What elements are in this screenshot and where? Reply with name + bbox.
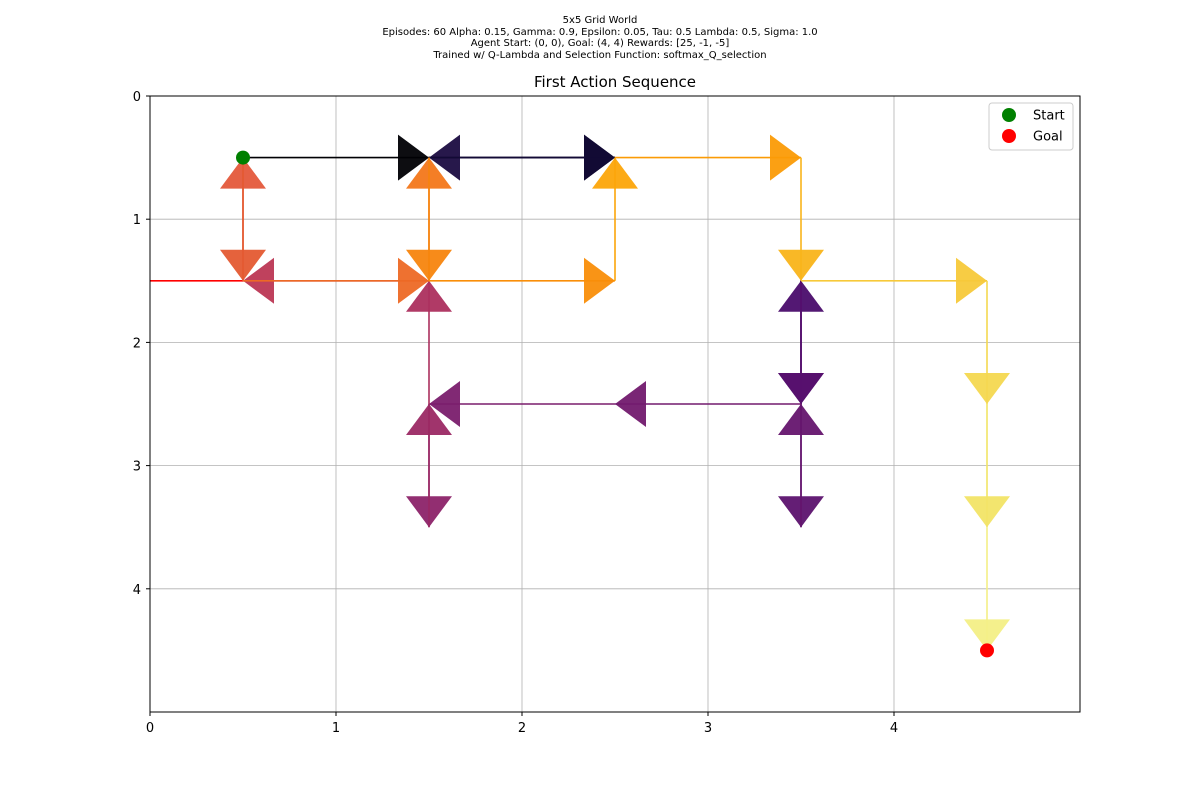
action-path xyxy=(57,134,1010,651)
y-tick-label: 2 xyxy=(133,336,141,351)
action-arrow xyxy=(398,134,429,181)
action-arrow xyxy=(964,373,1010,404)
endpoint-markers xyxy=(236,150,994,658)
action-arrow xyxy=(778,373,824,404)
legend-goal-marker xyxy=(1002,129,1016,143)
action-arrow xyxy=(778,404,824,435)
chart-title: First Action Sequence xyxy=(533,73,697,91)
suptitle-line-4: Trained w/ Q-Lambda and Selection Functi… xyxy=(433,49,767,61)
axis-ticks: 0 1 2 3 4 0 1 2 3 4 xyxy=(133,90,898,736)
legend: Start Goal xyxy=(988,102,1074,151)
y-tick-label: 3 xyxy=(133,460,141,475)
x-tick-label: 4 xyxy=(890,721,898,736)
action-arrow xyxy=(592,157,638,189)
action-arrow xyxy=(220,249,266,281)
action-arrow xyxy=(778,249,824,281)
action-arrow xyxy=(956,257,987,304)
start-marker xyxy=(236,150,250,165)
x-tick-label: 2 xyxy=(518,721,526,736)
y-tick-label: 1 xyxy=(133,213,141,228)
x-tick-label: 3 xyxy=(704,721,712,736)
suptitle-line-3: Agent Start: (0, 0), Goal: (4, 4) Reward… xyxy=(470,38,730,49)
legend-start-marker xyxy=(1002,108,1016,122)
goal-marker xyxy=(980,643,994,658)
action-arrow xyxy=(584,257,615,304)
action-arrow xyxy=(615,381,646,427)
action-arrow xyxy=(406,249,452,281)
y-tick-label: 0 xyxy=(133,90,141,105)
x-tick-label: 0 xyxy=(146,721,154,736)
legend-start-label: Start xyxy=(1033,109,1065,124)
x-tick-label: 1 xyxy=(332,721,340,736)
action-arrow xyxy=(406,280,452,312)
suptitle-line-2: Episodes: 60 Alpha: 0.15, Gamma: 0.9, Ep… xyxy=(382,26,818,38)
action-arrow xyxy=(398,257,429,304)
action-arrow xyxy=(584,134,615,181)
action-arrow xyxy=(406,404,452,435)
action-arrow xyxy=(57,258,88,304)
legend-goal-label: Goal xyxy=(1033,130,1063,145)
action-arrow xyxy=(964,619,1010,651)
action-arrow xyxy=(429,381,460,427)
plot-frame xyxy=(149,95,1081,713)
y-tick-label: 4 xyxy=(133,583,141,598)
action-arrow xyxy=(770,134,801,181)
action-arrow xyxy=(964,496,1010,528)
suptitle-line-1: 5x5 Grid World xyxy=(562,15,638,26)
